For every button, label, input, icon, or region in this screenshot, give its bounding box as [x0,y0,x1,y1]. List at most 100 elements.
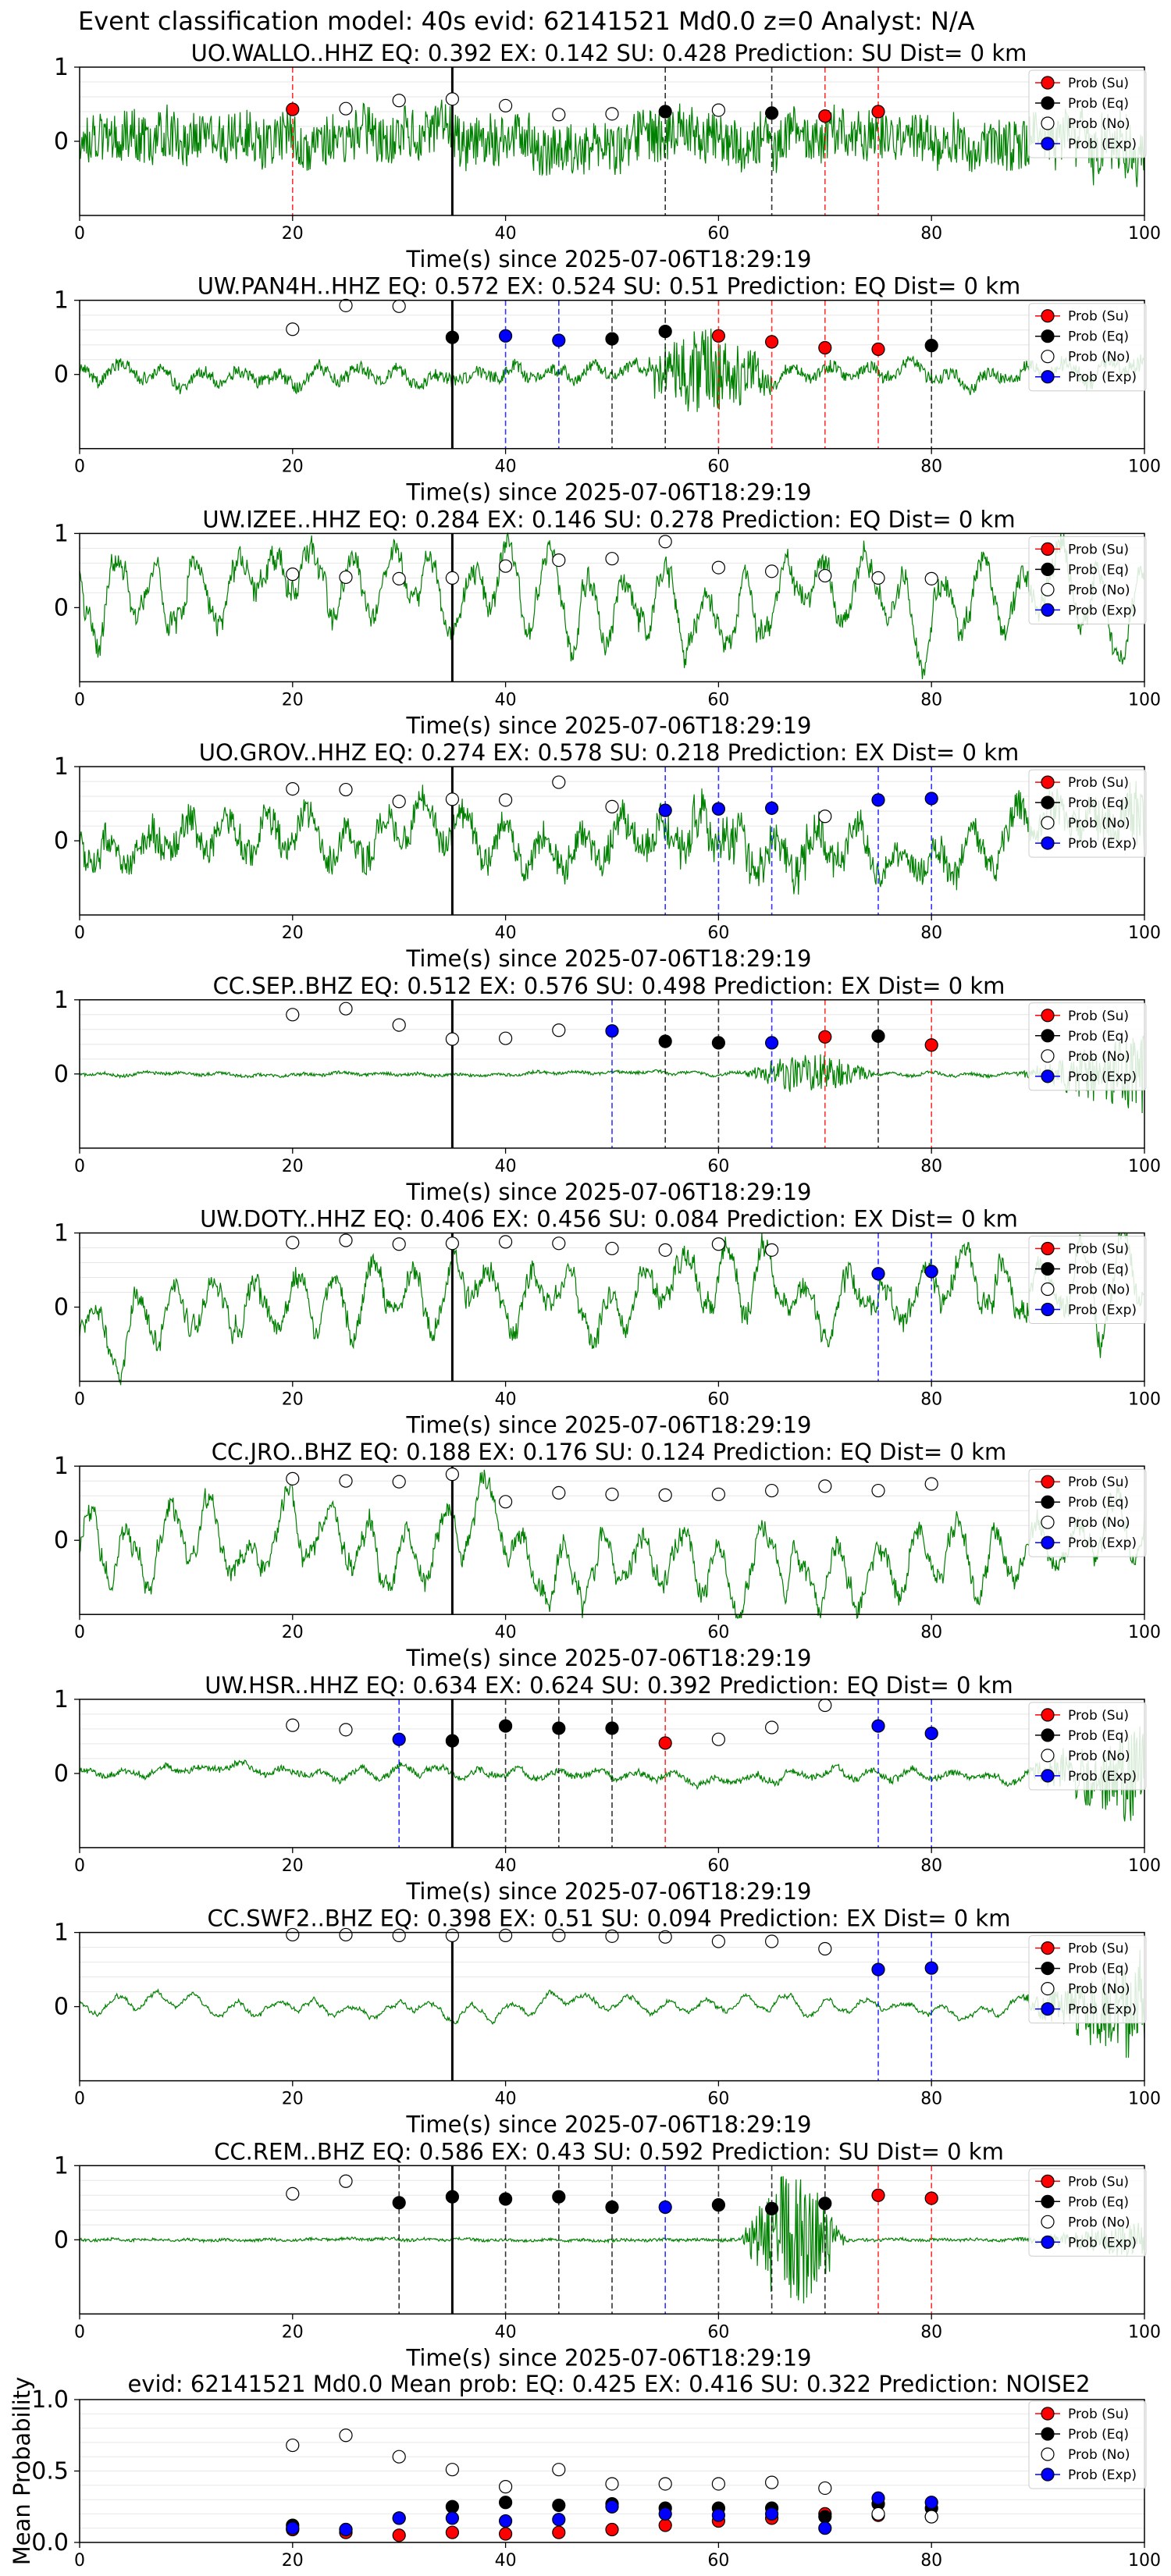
station-legend-label-no: Prob (No) [1068,1749,1130,1764]
probability-marker-su [711,329,726,343]
station-axes-xtick-label: 60 [707,224,729,244]
station-axes-ytick-label: 0 [54,128,69,155]
x-axis-label: Time(s) since 2025-07-06T18:29:19 [406,2344,812,2371]
probability-marker-exp [711,802,726,816]
mean-probability-marker-no [924,2510,938,2524]
station-axes-ytick-label: 1 [54,753,69,781]
probability-marker-no [711,1237,726,1251]
station-legend-label-exp: Prob (Exp) [1068,1303,1137,1318]
probability-marker-exp [871,793,885,807]
station-legend-label-exp: Prob (Exp) [1068,370,1137,386]
station-legend-marker-eq [1041,1029,1055,1043]
station-axes-xtick-label: 40 [495,1390,517,1410]
station-axes-xtick-label: 60 [707,923,729,943]
mean-probability-marker-no [764,2475,779,2489]
station-legend-box [1028,1002,1147,1091]
station-legend-marker-su [1041,775,1055,789]
station-legend-label-eq: Prob (Eq) [1068,1495,1129,1510]
station-legend-label-su: Prob (Su) [1068,1475,1129,1490]
probability-marker-no [711,1487,726,1501]
station-legend-label-no: Prob (No) [1068,816,1130,831]
station-axes-xtick-label: 40 [495,923,517,943]
station-legend-box [1028,1702,1147,1791]
probability-marker-eq [658,1034,672,1048]
probability-marker-no [339,298,353,312]
station-legend-marker-su [1041,76,1055,90]
mean-legend-label-su: Prob (Su) [1068,2407,1129,2422]
probability-marker-no [498,559,513,573]
x-axis-label: Time(s) since 2025-07-06T18:29:19 [406,1179,812,1205]
probability-marker-no [445,792,460,806]
probability-marker-no [552,553,566,568]
probability-marker-no [445,1032,460,1046]
mean-probability-marker-su [445,2525,460,2539]
figure-suptitle: Event classification model: 40s evid: 62… [78,6,975,36]
mean-probability-marker-eq [552,2498,566,2513]
waveform-trace [79,99,1145,187]
probability-marker-exp [764,801,779,815]
probability-marker-no [392,1018,406,1032]
station-axes-ytick-label: 1 [54,287,69,315]
station-legend-marker-no [1041,350,1055,364]
station-panel-10: 0 20 40 60 80 100 1 0 CC.REM..BHZ EQ: 0.586 EX: … [54,2138,1161,2371]
station-axes-xtick-label: 80 [920,690,942,710]
station-title: UO.WALLO..HHZ EQ: 0.392 EX: 0.142 SU: 0.… [191,40,1027,66]
station-legend-marker-exp [1041,2235,1055,2249]
probability-marker-su [924,2191,938,2205]
probability-marker-su [818,109,832,123]
mean-probability-marker-exp [392,2511,406,2525]
probability-marker-eq [445,2190,460,2204]
mean-legend-marker-exp [1041,2467,1055,2482]
station-axes-xtick-label: 80 [920,1623,942,1642]
station-legend-label-exp: Prob (Exp) [1068,1069,1137,1085]
station-axes-ytick-label: 1 [54,1686,69,1713]
probability-marker-exp [924,792,938,806]
probability-marker-no [392,1237,406,1251]
probability-marker-su [871,342,885,356]
station-legend-marker-no [1041,1749,1055,1763]
probability-marker-su [658,1736,672,1750]
probability-marker-exp [392,1732,406,1746]
station-legend-label-su: Prob (Su) [1068,309,1129,325]
probability-marker-eq [552,2190,566,2204]
station-axes-ytick-label: 0 [54,1994,69,2021]
station-legend-box [1028,769,1147,858]
station-axes-xtick-label: 40 [495,2322,517,2342]
mean-probability-marker-no [818,2481,832,2496]
mean-legend-marker-eq [1041,2427,1055,2441]
station-axes-xtick-label: 100 [1128,1623,1161,1642]
probability-marker-no [339,1002,353,1016]
station-axes-ytick-label: 1 [54,520,69,547]
probability-marker-no [286,1927,300,1942]
probability-marker-no [498,98,513,112]
station-legend-box [1028,1468,1147,1557]
mean-probability-marker-no [605,2477,619,2491]
probability-marker-exp [924,1265,938,1279]
station-legend-marker-su [1041,309,1055,323]
waveform-trace [79,1726,1145,1822]
station-axes-xtick-label: 20 [282,2090,304,2109]
probability-marker-eq [658,105,672,119]
probability-marker-eq [605,1721,619,1735]
mean-probability-marker-no [871,2507,885,2521]
station-axes-xtick-label: 0 [74,2322,85,2342]
probability-marker-no [605,799,619,814]
mean-probability-marker-no [711,2477,726,2491]
probability-marker-no [818,1698,832,1713]
station-axes-xtick-label: 80 [920,2322,942,2342]
probability-marker-no [286,1236,300,1250]
probability-marker-no [871,1483,885,1498]
mean-probability-marker-no [339,2428,353,2443]
station-legend-box [1028,2168,1147,2257]
x-axis-label: Time(s) since 2025-07-06T18:29:19 [406,2112,812,2138]
mean-legend-marker-su [1041,2407,1055,2421]
x-axis-label: Time(s) since 2025-07-06T18:29:19 [406,1412,812,1439]
probability-marker-no [658,1488,672,1502]
probability-marker-no [392,1475,406,1489]
probability-marker-no [286,1718,300,1732]
station-axes-ytick-label: 1 [54,1220,69,1247]
station-axes-ytick-label: 1 [54,987,69,1014]
mean-probability-marker-exp [658,2507,672,2521]
mean-legend-label-no: Prob (No) [1068,2447,1130,2463]
station-legend-box [1028,69,1147,158]
